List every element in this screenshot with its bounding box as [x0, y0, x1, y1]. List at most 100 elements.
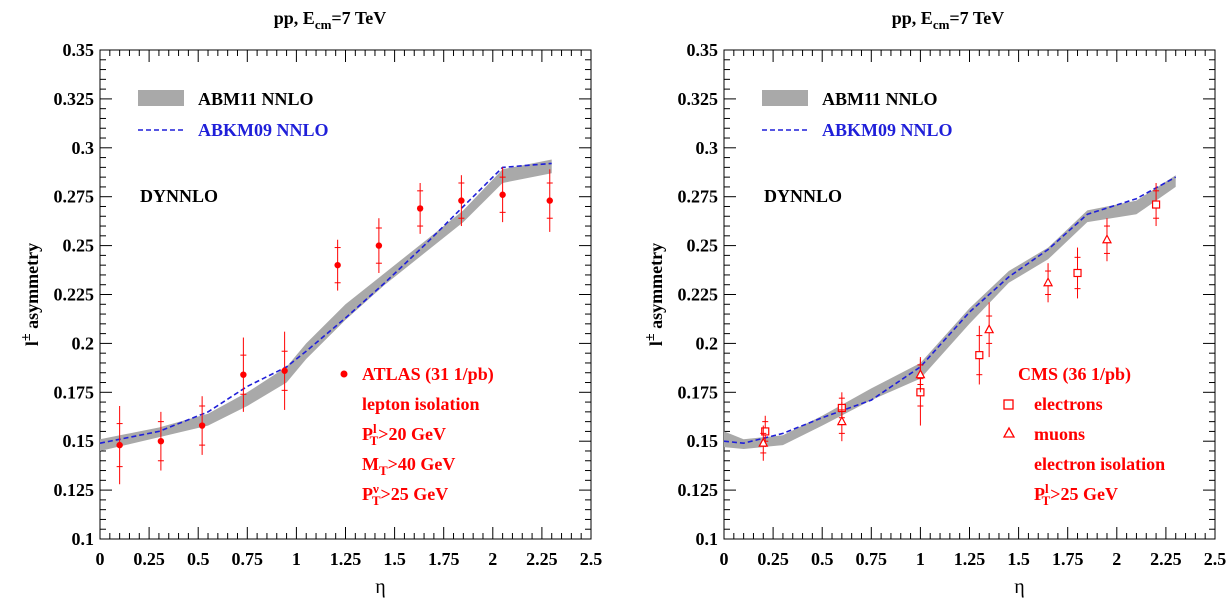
cms-muons-marker — [1043, 276, 1054, 287]
x-tick-label: 0.75 — [232, 549, 264, 569]
legend-band-swatch — [762, 90, 808, 106]
x-tick-label: 2.5 — [1204, 549, 1227, 569]
legend-abm11-label: ABM11 NNLO — [198, 89, 314, 109]
y-tick-label: 0.275 — [678, 187, 719, 207]
atlas-marker — [198, 422, 206, 429]
atlas-marker — [157, 438, 165, 445]
x-tick-label: 2.5 — [580, 549, 603, 569]
y-axis-label: l± asymmetry — [19, 243, 42, 346]
chart-title-tail: =7 TeV — [949, 8, 1004, 28]
x-tick-label: 1.25 — [954, 549, 986, 569]
atlas-marker — [416, 205, 424, 212]
legend-cut-pt-tail: >25 GeV — [1050, 484, 1118, 504]
y-tick-label: 0.225 — [678, 285, 719, 305]
cms-muons-point — [984, 302, 995, 358]
cms-muons-marker — [984, 323, 995, 334]
plot-frame — [99, 49, 592, 540]
y-tick-label: 0.2 — [72, 333, 95, 353]
atlas-marker — [546, 197, 553, 204]
x-tick-label: 1.5 — [1007, 549, 1030, 569]
legend-square-marker — [1003, 399, 1014, 410]
theory-legend: ABM11 NNLO ABKM09 NNLO — [138, 89, 329, 140]
abkm09-dashed-line — [723, 176, 1177, 445]
cms-muons-point — [836, 402, 847, 442]
x-tick-label: 2 — [1112, 549, 1121, 569]
y-tick-label: 0.175 — [54, 382, 95, 402]
x-tick-label: 0 — [720, 549, 729, 569]
y-tick-label: 0.25 — [687, 236, 719, 256]
legend-atlas-marker — [340, 370, 348, 378]
y-axis-label-sup: ± — [643, 333, 658, 341]
atlas-point — [240, 337, 247, 412]
x-tick-label: 1.5 — [383, 549, 406, 569]
y-tick-label: 0.2 — [696, 333, 719, 353]
y-tick-label: 0.3 — [72, 138, 95, 158]
atlas-marker — [334, 261, 341, 269]
legend-cut-pt-lepton-main: P — [362, 424, 373, 444]
cms-electrons-point — [1151, 183, 1161, 227]
x-axis-label: η — [1014, 576, 1024, 598]
x-tick-label: 0.5 — [187, 549, 210, 569]
cms-muons-point — [1043, 263, 1054, 303]
chart-title: pp, Ecm=7 TeV — [274, 8, 386, 32]
atlas-marker — [281, 367, 288, 374]
x-axis-label: η — [375, 576, 385, 598]
cms-muons-point — [758, 425, 769, 461]
abm11-band — [100, 159, 552, 451]
legend-cut-pt-lepton-tail: >20 GeV — [378, 424, 446, 444]
chart-title-sub: cm — [933, 17, 950, 32]
legend-muons-label: muons — [1034, 424, 1085, 444]
atlas-point — [416, 183, 424, 234]
x-tick-label: 0.75 — [856, 549, 888, 569]
y-tick-label: 0.125 — [54, 480, 95, 500]
legend-cut-pt-nu-tail: >25 GeV — [380, 484, 448, 504]
y-tick-label: 0.125 — [678, 480, 719, 500]
theory-legend: ABM11 NNLO ABKM09 NNLO — [762, 89, 953, 140]
cms-muons-marker — [1101, 233, 1112, 244]
y-tick-label: 0.175 — [678, 382, 719, 402]
y-axis-label-main: l — [646, 341, 666, 346]
legend-cut-mt-tail: >40 GeV — [388, 454, 456, 474]
legend-cut-mt-main: M — [362, 454, 379, 474]
legend-atlas-label: ATLAS (31 1/pb) — [362, 364, 494, 385]
x-tick-label: 2.25 — [526, 549, 558, 569]
legend-cut-pt-nu-sub: T — [372, 493, 381, 508]
legend-band-swatch — [138, 90, 184, 106]
cms-electrons-marker — [1073, 268, 1082, 278]
x-tick-label: 0 — [96, 549, 105, 569]
legend-cut-pt-sup: l — [1045, 481, 1049, 496]
y-tick-label: 0.1 — [696, 529, 719, 549]
plot-panel-2: pp, Ecm=7 TeV 0 0.25 0.5 0.75 1 1.25 1.5 1.75 2 2.… — [643, 8, 1226, 598]
legend-cut-mt-sub: T — [379, 463, 388, 478]
y-tick-label: 0.25 — [63, 236, 95, 256]
atlas-point — [499, 167, 506, 223]
chart-title-main: pp, E — [892, 8, 933, 28]
y-axis-label-sup: ± — [19, 333, 34, 341]
cms-electrons-point — [1073, 247, 1082, 299]
chart-title-tail: =7 TeV — [331, 8, 386, 28]
x-tick-label: 1.75 — [428, 549, 460, 569]
atlas-marker — [375, 242, 383, 249]
legend-abkm09-label: ABKM09 NNLO — [822, 120, 953, 140]
x-tick-label: 1 — [916, 549, 925, 569]
cms-electrons-marker — [975, 351, 984, 360]
x-tick-label: 1.25 — [330, 549, 362, 569]
atlas-point — [157, 411, 165, 471]
atlas-marker — [116, 441, 123, 449]
x-tick-label: 2 — [488, 549, 497, 569]
y-tick-label: 0.15 — [63, 431, 95, 451]
chart-title: pp, Ecm=7 TeV — [892, 8, 1004, 32]
atlas-point — [375, 218, 383, 273]
legend-cut-pt-lepton: Pl T>20 GeV — [362, 421, 446, 448]
atlas-point — [458, 175, 465, 227]
x-tick-label: 1 — [292, 549, 301, 569]
cms-muons-marker — [758, 437, 769, 447]
x-tick-label: 0.25 — [133, 549, 165, 569]
plot-panel-1: pp, Ecm=7 TeV 0 0.25 0.5 0.75 1 1.25 1.5 1.75 2 2.… — [19, 8, 602, 598]
cms-muons-marker — [915, 368, 926, 379]
legend-cut-pt-nu: Pν T>25 GeV — [362, 481, 448, 508]
legend-abkm09-label: ABKM09 NNLO — [198, 120, 329, 140]
legend-electrons-label: electrons — [1034, 394, 1103, 414]
